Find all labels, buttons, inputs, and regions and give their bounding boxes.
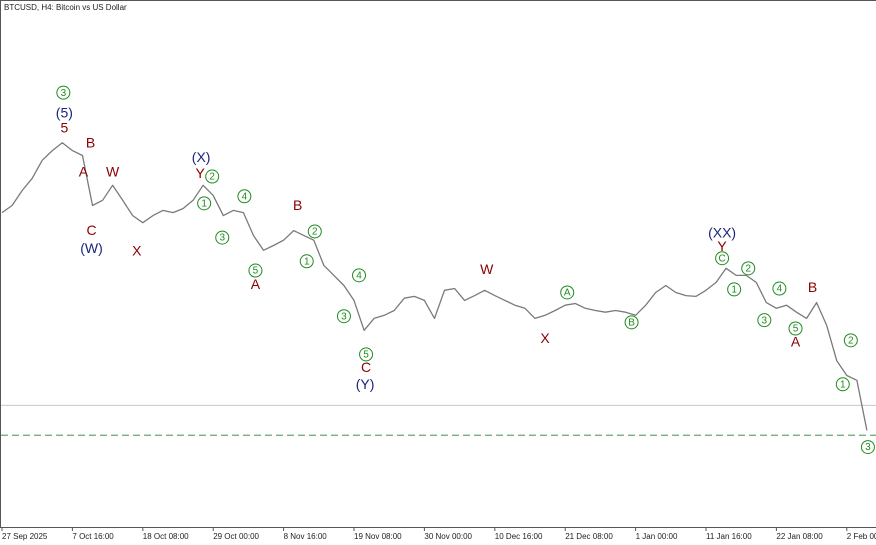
wave-label: 2 [209, 172, 215, 183]
x-tick-label: 11 Jan 16:00 [706, 532, 752, 541]
wave-label-circle [336, 309, 351, 324]
wave-label-circle [624, 315, 639, 330]
wave-label: 1 [840, 379, 846, 390]
wave-label: 3 [219, 233, 225, 244]
wave-label: 5 [363, 350, 369, 361]
x-tick-label: 7 Oct 16:00 [72, 532, 114, 541]
wave-label: (X) [192, 149, 211, 165]
wave-label: (XX) [708, 224, 736, 240]
wave-label: W [480, 261, 494, 277]
wave-label: A [79, 163, 89, 179]
chart-title: BTCUSD, H4: Bitcoin vs US Dollar [4, 3, 127, 12]
wave-label: 1 [731, 285, 737, 296]
x-tick-label: 8 Nov 16:00 [284, 532, 328, 541]
wave-label: A [564, 288, 571, 299]
wave-label-circle [560, 285, 575, 300]
x-tick-label: 18 Oct 08:00 [143, 532, 189, 541]
wave-label: 4 [777, 284, 783, 295]
wave-label-circle [757, 313, 772, 328]
x-tick-label: 2 Feb 00:00 [847, 532, 876, 541]
wave-label-circle [215, 230, 230, 245]
wave-label: 5 [253, 266, 259, 277]
wave-label: (Y) [356, 376, 375, 392]
x-tick-label: 10 Dec 16:00 [495, 532, 543, 541]
wave-label: (W) [80, 240, 103, 256]
wave-label: X [132, 242, 142, 258]
x-tick-label: 19 Nov 08:00 [354, 532, 402, 541]
wave-label: 3 [762, 315, 768, 326]
wave-label: Y [717, 238, 727, 254]
wave-label: Y [195, 165, 205, 181]
wave-label-circle [741, 261, 756, 276]
wave-label-circle [788, 321, 803, 336]
wave-label: W [106, 163, 120, 179]
wave-label-circle [248, 263, 263, 278]
wave-label-circle [860, 440, 875, 455]
wave-label-circle [359, 347, 374, 362]
wave-label-circle [715, 251, 730, 266]
x-tick-label: 1 Jan 00:00 [636, 532, 678, 541]
x-tick-label: 22 Jan 08:00 [776, 532, 823, 541]
wave-label: B [293, 197, 302, 213]
wave-label-circle [205, 169, 220, 184]
wave-label-circle [299, 254, 314, 269]
wave-label-circle [835, 377, 850, 392]
wave-label-circle [843, 333, 858, 348]
x-tick-label: 21 Dec 08:00 [565, 532, 613, 541]
wave-label: 5 [793, 324, 799, 335]
wave-label: 1 [201, 198, 207, 209]
wave-label: C [86, 222, 96, 238]
wave-label: 3 [865, 442, 871, 453]
wave-label: 2 [848, 335, 854, 346]
wave-label-circle [56, 85, 71, 100]
wave-label-circle [307, 224, 322, 239]
x-tick-label: 27 Sep 2025 [2, 532, 48, 541]
wave-label: C [361, 359, 371, 375]
x-tick-label: 30 Nov 00:00 [424, 532, 472, 541]
wave-label: 3 [341, 311, 347, 322]
plot-frame [0, 0, 876, 528]
wave-label: 5 [60, 119, 68, 135]
wave-label: A [251, 276, 261, 292]
price-line [1, 142, 868, 431]
wave-label-circle [237, 189, 252, 204]
wave-label-circle [352, 268, 367, 283]
wave-label: 4 [242, 191, 248, 202]
wave-label: 2 [312, 227, 318, 238]
wave-label: 2 [745, 263, 751, 274]
wave-label: A [791, 333, 801, 349]
wave-label: 3 [61, 88, 67, 99]
wave-label: (5) [56, 104, 73, 120]
wave-label: 1 [304, 256, 310, 267]
wave-label: X [540, 330, 550, 346]
x-tick-label: 29 Oct 00:00 [213, 532, 259, 541]
wave-label-circle [197, 196, 212, 211]
wave-label: 4 [356, 270, 362, 281]
wave-label: B [628, 317, 635, 328]
wave-label-circle [727, 282, 742, 297]
wave-label: B [808, 279, 817, 295]
wave-label: B [86, 134, 95, 150]
wave-label-circle [772, 281, 787, 296]
wave-label: C [718, 253, 725, 264]
